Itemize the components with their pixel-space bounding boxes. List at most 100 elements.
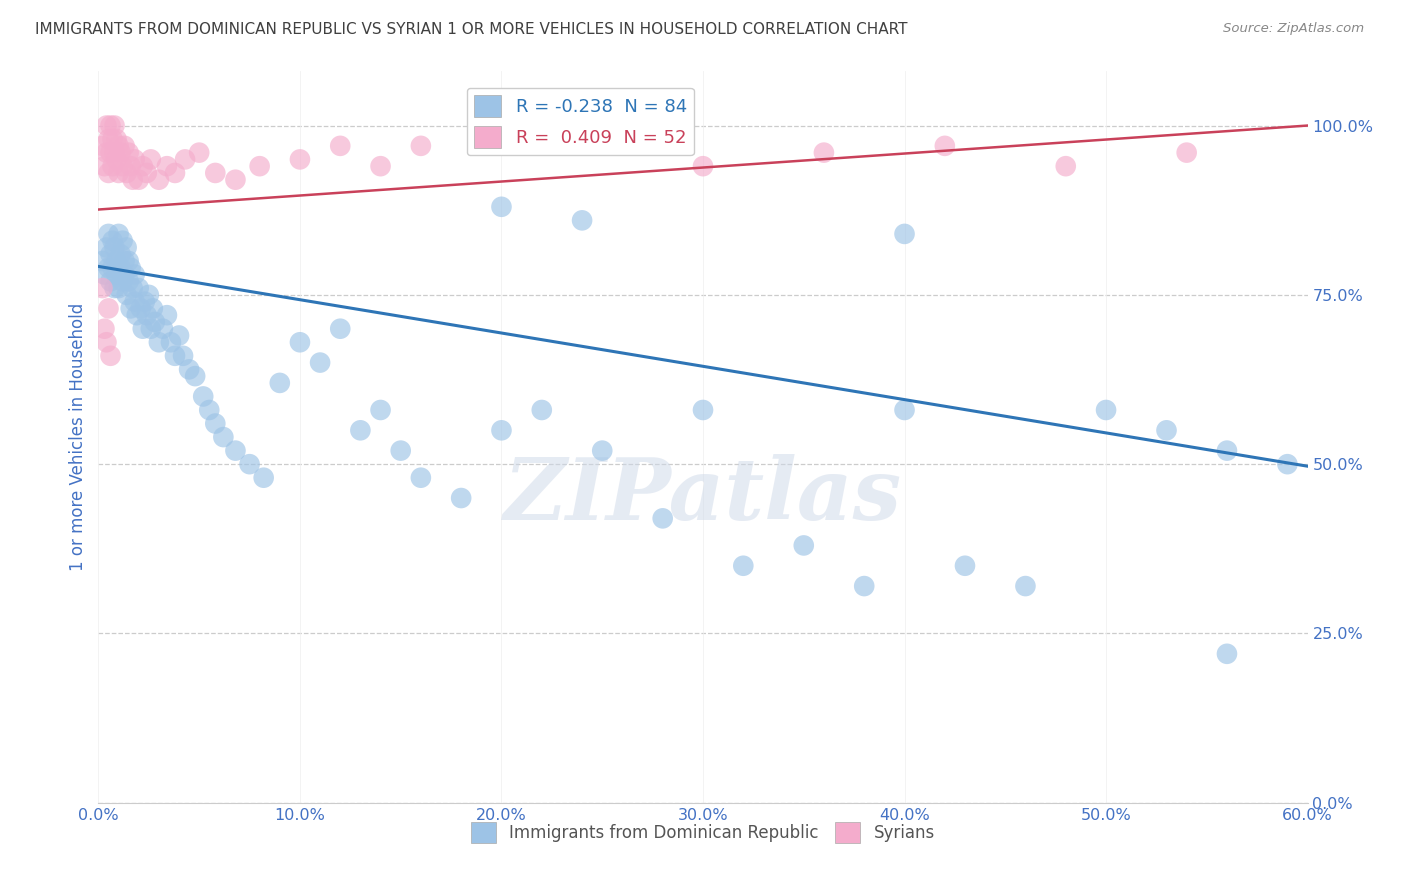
Point (110, 145, 132, 160)
Point (134, 294, 156, 309)
Point (733, 558, 755, 573)
Point (591, 119, 613, 133)
Point (288, 335, 311, 350)
Point (120, 301, 142, 316)
Point (530, 403, 553, 417)
Point (409, 139, 432, 153)
Point (100, 119, 122, 133)
Point (128, 281, 150, 295)
Point (329, 322, 352, 336)
Point (253, 471, 276, 485)
Point (163, 166, 186, 180)
Point (97, 166, 120, 180)
Point (111, 234, 134, 248)
Point (121, 281, 143, 295)
Point (269, 376, 291, 390)
Point (893, 403, 915, 417)
Point (212, 430, 235, 444)
Point (97, 260, 120, 275)
Point (160, 335, 183, 350)
Point (115, 166, 138, 180)
Point (450, 491, 472, 505)
Point (389, 443, 412, 458)
Point (129, 301, 152, 316)
Point (409, 471, 432, 485)
Point (491, 119, 513, 133)
Point (148, 172, 170, 186)
Point (97, 227, 120, 241)
Y-axis label: 1 or more Vehicles in Household: 1 or more Vehicles in Household (69, 303, 87, 571)
Point (103, 240, 125, 254)
Point (1095, 403, 1118, 417)
Point (152, 322, 174, 336)
Point (591, 443, 613, 458)
Point (692, 159, 714, 173)
Point (103, 281, 125, 295)
Point (135, 308, 157, 322)
Point (97, 301, 120, 316)
Point (120, 159, 142, 173)
Point (198, 403, 221, 417)
Point (1156, 423, 1178, 437)
Point (124, 153, 146, 167)
Point (571, 213, 593, 227)
Point (100, 274, 122, 288)
Point (135, 166, 157, 180)
Point (100, 349, 122, 363)
Point (101, 159, 124, 173)
Point (1014, 579, 1036, 593)
Point (114, 268, 136, 282)
Point (93, 322, 115, 336)
Point (115, 288, 138, 302)
Point (188, 145, 211, 160)
Point (118, 274, 141, 288)
Point (111, 159, 134, 173)
Point (107, 166, 129, 180)
Point (491, 423, 513, 437)
Text: IMMIGRANTS FROM DOMINICAN REPUBLIC VS SYRIAN 1 OR MORE VEHICLES IN HOUSEHOLD COR: IMMIGRANTS FROM DOMINICAN REPUBLIC VS SY… (35, 22, 908, 37)
Point (139, 153, 162, 167)
Point (142, 301, 165, 316)
Point (179, 362, 201, 376)
Point (651, 511, 673, 525)
Point (184, 369, 207, 384)
Point (118, 145, 141, 160)
Point (105, 132, 128, 146)
Point (329, 139, 352, 153)
Point (370, 159, 392, 173)
Point (97, 132, 120, 146)
Point (107, 139, 129, 153)
Point (114, 139, 136, 153)
Point (139, 322, 162, 336)
Point (93, 268, 115, 282)
Point (204, 417, 226, 431)
Point (204, 166, 226, 180)
Point (96, 240, 118, 254)
Point (349, 423, 371, 437)
Point (110, 247, 132, 261)
Point (1175, 145, 1198, 160)
Point (103, 119, 125, 133)
Point (1216, 647, 1239, 661)
Point (132, 159, 155, 173)
Point (105, 268, 128, 282)
Point (91, 139, 114, 153)
Point (813, 145, 835, 160)
Point (120, 260, 142, 275)
Point (101, 260, 124, 275)
Text: Source: ZipAtlas.com: Source: ZipAtlas.com (1223, 22, 1364, 36)
Point (103, 145, 125, 160)
Point (101, 132, 124, 146)
Text: ZIPatlas: ZIPatlas (503, 454, 903, 537)
Point (156, 308, 179, 322)
Point (111, 274, 134, 288)
Point (167, 328, 190, 343)
Point (156, 159, 179, 173)
Point (96, 119, 118, 133)
Point (125, 308, 148, 322)
Point (309, 355, 332, 369)
Point (132, 322, 155, 336)
Point (124, 294, 146, 309)
Point (148, 335, 170, 350)
Point (1216, 443, 1239, 458)
